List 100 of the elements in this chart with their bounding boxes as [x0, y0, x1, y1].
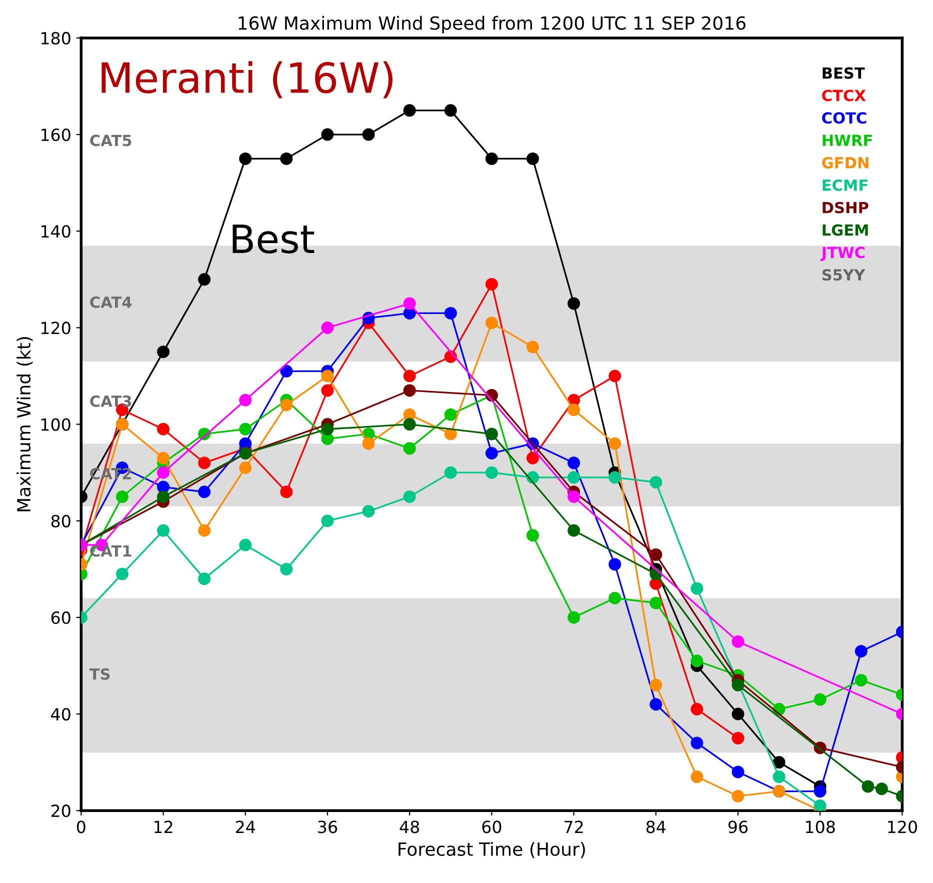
text: GFDN — [822, 156, 868, 169]
point — [485, 278, 498, 290]
point — [608, 471, 622, 484]
point — [362, 504, 375, 518]
x-tick-label: 96 — [728, 820, 748, 834]
point — [280, 486, 293, 498]
point — [444, 306, 457, 320]
point — [239, 538, 252, 552]
y-tick-label: 180 — [41, 32, 70, 45]
point — [403, 297, 416, 310]
point — [157, 524, 170, 537]
point — [239, 422, 252, 436]
point — [321, 370, 334, 382]
point — [732, 635, 744, 648]
point — [116, 490, 128, 503]
point — [198, 486, 211, 498]
point — [690, 654, 704, 668]
x-tick-label: 36 — [318, 820, 338, 834]
point — [280, 398, 293, 412]
point — [875, 782, 888, 796]
point — [568, 524, 580, 537]
x-tick-label: 84 — [646, 820, 666, 834]
point — [568, 471, 580, 484]
point — [650, 476, 662, 488]
point — [321, 514, 334, 528]
point — [485, 152, 498, 165]
point — [814, 785, 826, 798]
point — [362, 128, 375, 141]
y-tick-label: 40 — [51, 708, 70, 721]
x-tick-label: 108 — [806, 820, 835, 834]
text: LGEM — [822, 224, 868, 236]
point — [239, 152, 252, 165]
point — [403, 442, 416, 455]
point — [608, 370, 622, 382]
point — [732, 790, 744, 802]
point — [732, 766, 744, 778]
point — [403, 104, 416, 117]
point — [444, 104, 457, 117]
point — [568, 456, 580, 470]
text: ECMF — [822, 179, 868, 191]
point — [157, 466, 170, 479]
point — [280, 562, 293, 576]
annotation: Best — [232, 224, 314, 254]
point — [198, 524, 211, 537]
point — [362, 437, 375, 450]
point — [862, 780, 874, 793]
point — [403, 370, 416, 382]
point — [280, 364, 293, 378]
point — [485, 428, 498, 440]
point — [198, 273, 211, 286]
band-label: CAT5 — [90, 134, 132, 146]
text: COTC — [822, 112, 866, 124]
point — [157, 422, 170, 436]
point — [116, 568, 128, 580]
point — [485, 316, 498, 330]
y-tick-label: 160 — [41, 128, 70, 142]
point — [198, 456, 211, 470]
point — [608, 437, 622, 450]
point — [403, 418, 416, 431]
band-label: CAT3 — [90, 395, 132, 407]
point — [157, 346, 170, 358]
point — [854, 674, 868, 686]
y-tick-label: 120 — [41, 322, 70, 334]
legend-label: S5YY — [822, 269, 866, 281]
point — [568, 297, 580, 310]
point — [732, 708, 744, 720]
text: JTWC — [820, 246, 865, 262]
point — [568, 490, 580, 503]
point — [444, 428, 457, 440]
x-tick-label: 72 — [564, 820, 583, 833]
point — [690, 736, 704, 750]
point — [854, 644, 868, 658]
text: BEST — [822, 67, 865, 79]
point — [650, 596, 662, 610]
point — [321, 321, 334, 334]
band-label: CAT4 — [90, 296, 132, 308]
band-label: TS — [89, 668, 110, 680]
point — [650, 548, 662, 561]
point — [526, 529, 539, 542]
point — [608, 592, 622, 604]
annotation: Meranti (16W) — [102, 61, 393, 98]
point — [732, 678, 744, 692]
x-tick-label: 24 — [236, 820, 256, 833]
point — [526, 452, 539, 464]
point — [690, 702, 704, 716]
point — [650, 698, 662, 711]
point — [568, 611, 580, 624]
y-tick-label: 100 — [41, 418, 70, 431]
point — [772, 770, 786, 784]
point — [157, 490, 170, 503]
text: CTCX — [822, 90, 866, 102]
x-axis-title: Forecast Time (Hour) — [398, 842, 585, 858]
point — [690, 582, 704, 595]
point — [239, 461, 252, 474]
point — [526, 340, 539, 354]
point — [403, 384, 416, 397]
point — [814, 693, 826, 706]
y-tick-label: 20 — [51, 804, 70, 818]
point — [280, 152, 293, 165]
point — [444, 408, 457, 421]
